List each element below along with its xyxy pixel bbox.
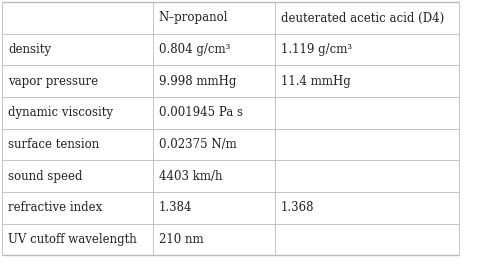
Text: 11.4 mmHg: 11.4 mmHg xyxy=(281,75,350,88)
Text: 0.804 g/cm³: 0.804 g/cm³ xyxy=(159,43,230,56)
Text: sound speed: sound speed xyxy=(8,170,83,183)
Text: 9.998 mmHg: 9.998 mmHg xyxy=(159,75,236,88)
Text: 0.02375 N/m: 0.02375 N/m xyxy=(159,138,237,151)
Text: 1.368: 1.368 xyxy=(281,201,314,214)
Text: surface tension: surface tension xyxy=(8,138,99,151)
Text: 210 nm: 210 nm xyxy=(159,233,203,246)
Text: vapor pressure: vapor pressure xyxy=(8,75,98,88)
Text: 0.001945 Pa s: 0.001945 Pa s xyxy=(159,106,243,119)
Text: deuterated acetic acid (D4): deuterated acetic acid (D4) xyxy=(281,12,444,24)
Text: 1.119 g/cm³: 1.119 g/cm³ xyxy=(281,43,352,56)
Text: density: density xyxy=(8,43,51,56)
Text: dynamic viscosity: dynamic viscosity xyxy=(8,106,113,119)
Text: N–propanol: N–propanol xyxy=(159,12,228,24)
Text: refractive index: refractive index xyxy=(8,201,102,214)
Text: UV cutoff wavelength: UV cutoff wavelength xyxy=(8,233,137,246)
Text: 1.384: 1.384 xyxy=(159,201,192,214)
Text: 4403 km/h: 4403 km/h xyxy=(159,170,222,183)
